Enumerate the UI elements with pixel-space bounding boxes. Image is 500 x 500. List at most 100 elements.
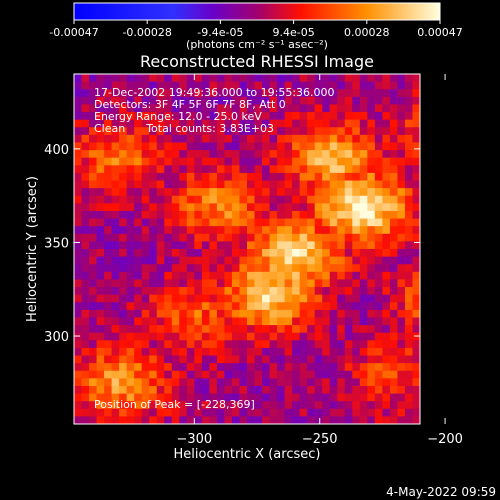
heatmap-cell: [231, 195, 241, 204]
heatmap-cell: [262, 218, 271, 227]
heatmap-cell: [337, 241, 346, 250]
heatmap-cell: [299, 401, 308, 410]
heatmap-cell: [119, 271, 128, 281]
heatmap-cell: [74, 210, 83, 220]
heatmap-cell: [299, 279, 308, 288]
colorbar-unit-label: (photons cm⁻² s⁻¹ asec⁻²): [186, 38, 328, 51]
heatmap-cell: [352, 241, 361, 250]
heatmap-cell: [216, 195, 226, 204]
heatmap-cell: [269, 347, 278, 357]
heatmap-cell: [156, 104, 165, 113]
heatmap-cell: [367, 294, 376, 303]
heatmap-cell: [141, 119, 150, 128]
heatmap-cell: [74, 401, 83, 410]
heatmap-cell: [104, 401, 113, 410]
heatmap-cell: [262, 74, 271, 83]
heatmap-cell: [171, 370, 180, 379]
heatmap-cell: [74, 294, 83, 303]
heatmap-cell: [224, 210, 233, 220]
heatmap-cell: [186, 180, 195, 189]
heatmap-cell: [81, 363, 90, 372]
heatmap-cell: [231, 150, 241, 159]
heatmap-cell: [111, 347, 120, 357]
heatmap-cell: [201, 332, 210, 341]
heatmap-cell: [389, 241, 399, 250]
heatmap-cell: [156, 355, 165, 364]
heatmap-cell: [224, 172, 233, 182]
heatmap-cell: [134, 180, 143, 189]
heatmap-cell: [412, 325, 420, 334]
heatmap-cell: [247, 347, 256, 357]
heatmap-cell: [96, 96, 105, 106]
heatmap-cell: [81, 226, 90, 235]
heatmap-cell: [314, 271, 323, 281]
heatmap-cell: [299, 309, 308, 319]
heatmap-cell: [404, 134, 414, 144]
heatmap-cell: [307, 157, 316, 166]
heatmap-cell: [141, 401, 150, 410]
heatmap-cell: [119, 408, 128, 417]
heatmap-cell: [126, 157, 135, 166]
heatmap-cell: [269, 287, 278, 296]
heatmap-cell: [284, 157, 293, 166]
heatmap-cell: [216, 249, 226, 258]
heatmap-cell: [359, 378, 368, 387]
heatmap-cell: [314, 157, 323, 166]
heatmap-cell: [359, 302, 368, 311]
heatmap-cell: [119, 317, 128, 326]
heatmap-cell: [307, 249, 316, 258]
heatmap-cell: [186, 264, 195, 273]
heatmap-cell: [359, 416, 368, 424]
heatmap-cell: [119, 188, 128, 197]
heatmap-cell: [231, 401, 241, 410]
heatmap-cell: [201, 104, 210, 113]
heatmap-cell: [141, 112, 150, 121]
heatmap-cell: [254, 294, 263, 303]
heatmap-cell: [262, 180, 271, 189]
heatmap-cell: [389, 249, 399, 258]
heatmap-cell: [179, 363, 188, 372]
heatmap-cell: [149, 134, 158, 144]
heatmap-cell: [292, 157, 301, 166]
heatmap-cell: [224, 279, 233, 288]
heatmap-cell: [247, 104, 256, 113]
heatmap-cell: [314, 363, 323, 372]
heatmap-cell: [284, 210, 293, 220]
heatmap-cell: [247, 264, 256, 273]
heatmap-cell: [314, 188, 323, 197]
heatmap-cell: [352, 203, 361, 212]
heatmap-cell: [389, 157, 399, 166]
heatmap-cell: [412, 355, 420, 364]
heatmap-cell: [201, 150, 210, 159]
heatmap-cell: [134, 355, 143, 364]
heatmap-cell: [292, 119, 301, 128]
heatmap-cell: [186, 347, 195, 357]
heatmap-cell: [239, 104, 248, 113]
heatmap-cell: [74, 226, 83, 235]
heatmap-cell: [322, 271, 331, 281]
heatmap-cell: [171, 96, 180, 106]
heatmap-cell: [134, 294, 143, 303]
heatmap-cell: [299, 302, 308, 311]
heatmap-cell: [284, 127, 293, 136]
heatmap-cell: [81, 81, 90, 90]
heatmap-cell: [194, 203, 203, 212]
plot-frame: [73, 73, 421, 425]
heatmap-cell: [262, 172, 271, 182]
heatmap-cell: [141, 89, 150, 98]
heatmap-cell: [194, 416, 203, 424]
heatmap-cell: [367, 309, 376, 319]
heatmap-cell: [329, 347, 338, 357]
heatmap-cell: [262, 340, 271, 349]
heatmap-cell: [171, 172, 180, 182]
heatmap-cell: [141, 172, 150, 182]
heatmap-cell: [299, 347, 308, 357]
heatmap-cell: [374, 271, 383, 281]
heatmap-cell: [164, 393, 173, 402]
heatmap-cell: [141, 249, 150, 258]
heatmap-cell: [194, 134, 203, 144]
heatmap-cell: [186, 416, 195, 424]
heatmap-cell: [126, 340, 135, 349]
heatmap-cell: [412, 363, 420, 372]
